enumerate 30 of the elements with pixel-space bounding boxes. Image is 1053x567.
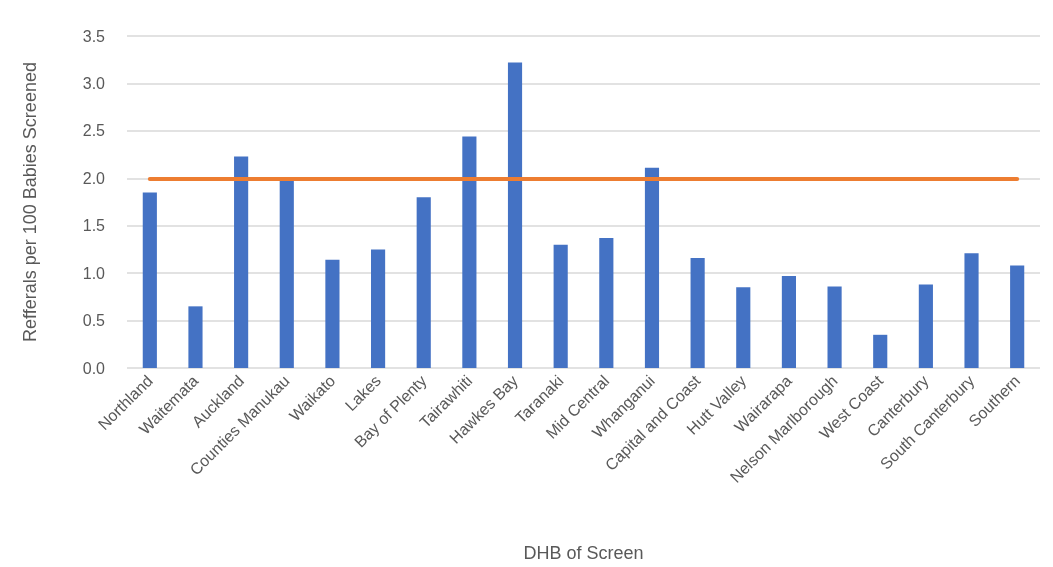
y-tick-label: 1.0 (82, 264, 106, 282)
y-tick-label: 0.0 (82, 359, 106, 377)
y-tick-label: 3.5 (82, 27, 106, 45)
bar (553, 244, 568, 368)
bar (781, 275, 796, 368)
bar (736, 287, 751, 368)
bar (964, 253, 979, 368)
bar (644, 167, 660, 368)
bar (827, 286, 842, 368)
bar (234, 156, 249, 368)
bar (188, 306, 203, 368)
bar (416, 197, 431, 368)
y-axis-title: Refferals per 100 Babies Screened (20, 62, 40, 342)
bar (325, 259, 340, 368)
bar (918, 284, 933, 368)
bar (1010, 265, 1025, 368)
bar (142, 192, 157, 368)
y-tick-label: 2.5 (82, 122, 106, 140)
y-tick-label: 3.0 (82, 74, 106, 92)
bar (873, 334, 888, 368)
y-tick-label: 0.5 (82, 312, 106, 330)
y-tick-label: 1.5 (82, 217, 106, 235)
y-tick-label: 2.0 (82, 169, 106, 187)
bar (599, 238, 614, 368)
bar (690, 257, 705, 368)
bar (462, 136, 477, 368)
bar (371, 249, 386, 368)
x-axis-title: DHB of Screen (523, 543, 644, 563)
bar (507, 62, 523, 368)
bar (279, 180, 294, 368)
